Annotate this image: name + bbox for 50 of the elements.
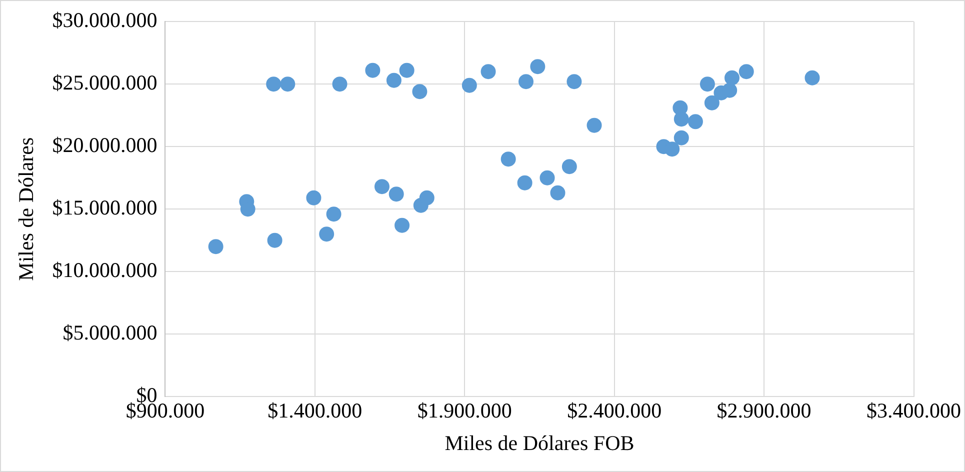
point <box>280 76 296 92</box>
point <box>530 59 546 74</box>
point <box>738 64 754 80</box>
point <box>319 226 334 242</box>
point <box>326 206 342 222</box>
point <box>480 64 496 80</box>
point <box>462 78 477 93</box>
point <box>500 152 516 167</box>
point <box>664 142 680 157</box>
x-axis-title: Miles de Dólares FOB <box>444 430 634 455</box>
point <box>306 190 322 206</box>
point <box>399 62 414 78</box>
point <box>394 218 410 233</box>
point <box>386 72 402 88</box>
point <box>419 190 434 206</box>
x-tick-label: $2.400.000 <box>567 398 662 423</box>
point <box>674 130 689 146</box>
y-tick-label: $10.000.000 <box>52 258 158 282</box>
point <box>518 74 534 90</box>
x-tick-label: $1.900.000 <box>417 398 512 423</box>
point <box>517 175 532 190</box>
point <box>804 70 820 86</box>
point <box>374 179 390 194</box>
point <box>550 185 566 200</box>
point <box>674 112 689 127</box>
point <box>412 84 428 100</box>
point <box>724 70 740 86</box>
point <box>688 114 703 130</box>
y-tick-label: $25.000.000 <box>52 70 158 95</box>
point <box>332 76 348 92</box>
y-axis-title: Miles de Dólares <box>14 137 38 281</box>
point <box>704 95 720 110</box>
point <box>586 118 602 133</box>
y-tick-label: $30.000.000 <box>52 8 158 32</box>
x-tick-label: $2.900.000 <box>716 398 812 423</box>
point <box>267 232 282 248</box>
y-tick-label: $15.000.000 <box>52 196 158 220</box>
y-tick-label: $5.000.000 <box>62 320 158 345</box>
point <box>722 82 738 98</box>
point <box>388 186 404 202</box>
x-tick-label: $1.400.000 <box>268 398 362 423</box>
point <box>562 159 577 174</box>
point <box>540 170 555 186</box>
point <box>566 74 582 90</box>
point <box>266 76 282 92</box>
y-tick-label: $20.000.000 <box>52 133 158 158</box>
point <box>208 239 224 254</box>
x-tick-label: $3.400.000 <box>866 398 961 423</box>
point <box>700 76 715 92</box>
point <box>365 62 380 78</box>
